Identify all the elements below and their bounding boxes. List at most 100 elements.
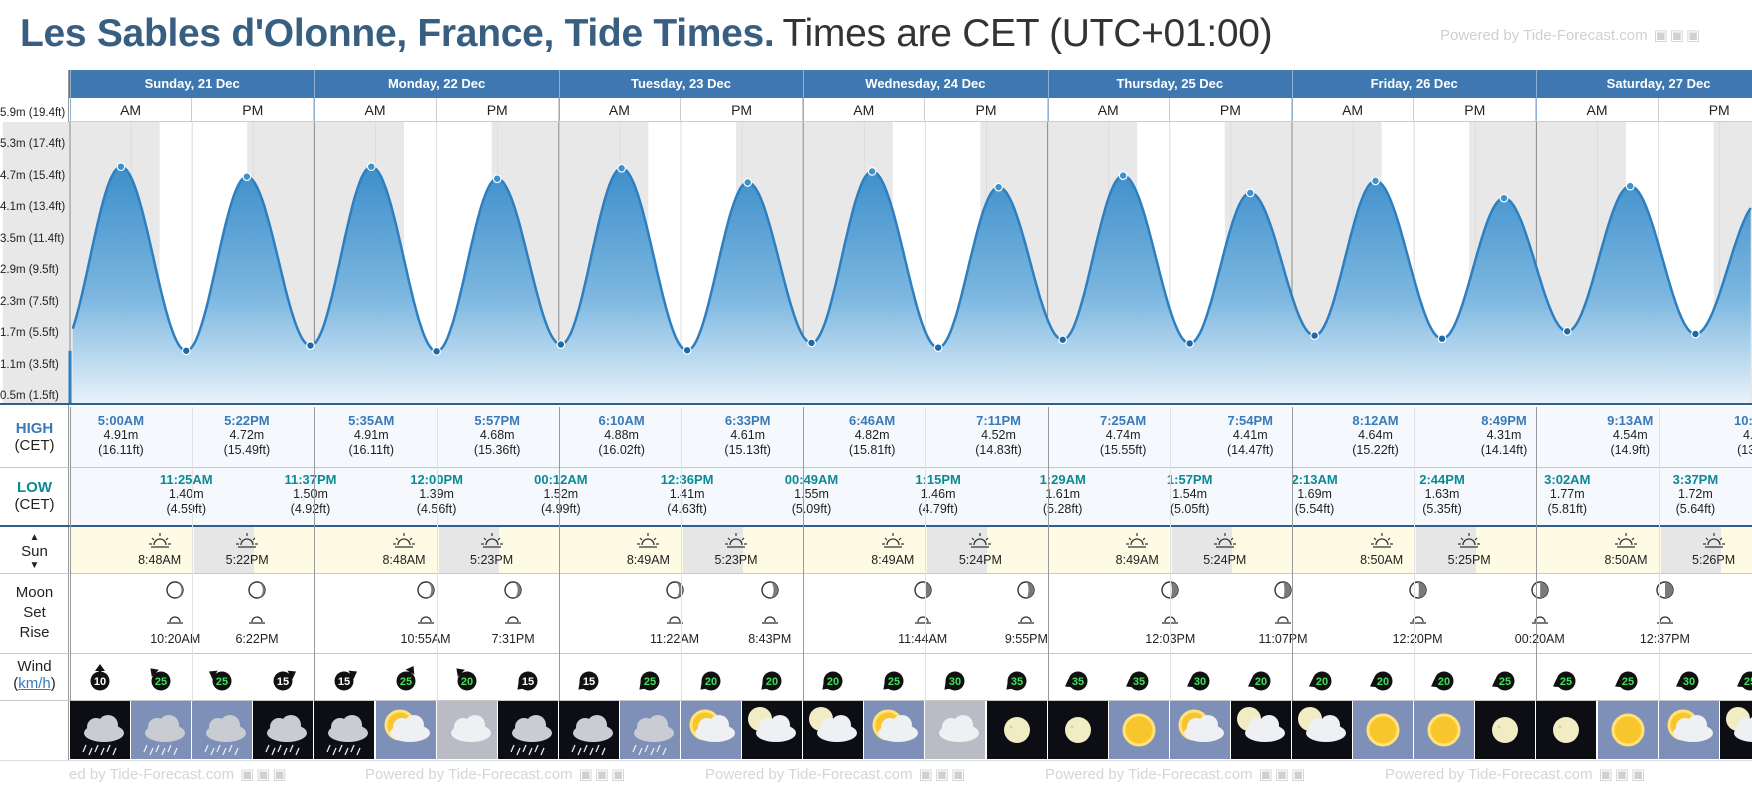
high-tide-point [1118, 171, 1128, 181]
powered-by-bottom[interactable]: Powered by Tide-Forecast.com ▣▣▣ [365, 765, 627, 783]
tide-time: 1:57PM [1166, 472, 1213, 487]
tide-height-ft: (4.79ft) [918, 502, 958, 516]
y-tick-label: 5.3m (17.4ft) [0, 138, 66, 151]
wind-indicator: 30 [1674, 664, 1704, 694]
powered-by-text: Powered by Tide-Forecast.com [705, 766, 913, 783]
column-divider [558, 407, 560, 701]
sunset-time: 5:23PM [714, 553, 758, 567]
moonset-time: 11:07PM [1258, 632, 1308, 646]
tide-height-m: 4.68m [479, 428, 515, 442]
tide-height-ft: (15.36ft) [473, 443, 521, 457]
moonset-time: 7:31PM [491, 632, 535, 646]
day-separator [70, 70, 71, 122]
y-tick-label: 4.7m (15.4ft) [0, 169, 66, 182]
day-label: Monday, 22 Dec [387, 76, 486, 91]
high-tide-cell: 5:57PM 4.68m (15.36ft) [461, 413, 533, 458]
svg-text:30: 30 [1682, 676, 1694, 688]
wind-indicator: 25 [146, 664, 176, 694]
moon-row-label: Moon Set Rise [0, 583, 69, 643]
powered-by-bottom[interactable]: ed by Tide-Forecast.com ▣▣▣ [69, 765, 289, 783]
moonset-icon [761, 612, 779, 624]
tide-height-m: 4.61m [730, 428, 766, 442]
powered-by-bottom[interactable]: Powered by Tide-Forecast.com ▣▣▣ [1045, 765, 1307, 783]
low-tide-cell: 1:15PM 1.46m (4.79ft) [902, 472, 974, 517]
tide-time: 3:37PM [1672, 472, 1719, 487]
weather-overcast-icon [925, 701, 986, 759]
sunrise-time: 8:49AM [626, 553, 670, 567]
weather-moon-icon [1475, 701, 1536, 759]
moonset-icon [504, 612, 522, 624]
column-divider [192, 407, 194, 701]
weather-cloud-rain-icon [131, 701, 192, 759]
svg-text:15: 15 [277, 676, 289, 688]
wind-indicator: 25 [635, 664, 665, 694]
weather-overcast-icon [436, 701, 498, 759]
row-divider [0, 467, 1752, 468]
tide-time: 00:49AM [784, 472, 839, 487]
high-tide-cell: 9:13AM 4.54m (14.9ft) [1594, 413, 1666, 458]
sun-row-label[interactable]: ▲ Sun ▼ [0, 531, 69, 573]
low-tide-cell: 12:36PM 1.41m (4.63ft) [651, 472, 723, 517]
kmh-unit-link[interactable]: km/h [18, 675, 51, 692]
tide-height-m: 1.46m [920, 487, 956, 501]
weather-moon-cloud-icon [1292, 701, 1353, 759]
sunrise-time: 8:49AM [1115, 553, 1159, 567]
powered-by-bottom[interactable]: Powered by Tide-Forecast.com ▣▣▣ [1385, 765, 1647, 783]
wind-indicator: 25 [1551, 664, 1581, 694]
share-icons: ▣▣▣ [578, 766, 628, 783]
wind-label: Wind [17, 658, 52, 675]
tide-height-ft: (5.35ft) [1422, 502, 1462, 516]
sort-down-icon: ▼ [29, 560, 40, 571]
powered-by-text: Powered by Tide-Forecast.com [1045, 766, 1253, 783]
svg-text:35: 35 [1071, 676, 1083, 688]
tide-line [71, 165, 1752, 353]
tide-time: 2:44PM [1419, 472, 1465, 487]
low-tide-cell: 1:57PM 1.54m (5.05ft) [1154, 472, 1226, 517]
tide-height-m: 1.69m [1297, 487, 1332, 501]
svg-text:25: 25 [1499, 676, 1511, 688]
chart-plot [0, 122, 1752, 405]
tide-height-m: 1.72m [1678, 487, 1713, 501]
tide-height-ft: (5.28ft) [1042, 502, 1083, 516]
high-tz-label: (CET) [14, 437, 55, 454]
column-divider [70, 407, 71, 701]
tide-height-ft: (4.59ft) [166, 502, 207, 516]
tide-height-m: 4.91m [353, 428, 389, 442]
tide-time: 12:36PM [660, 472, 714, 487]
moon-phase-icon [1530, 580, 1550, 600]
weather-moon-cloud-icon [803, 701, 864, 759]
svg-text:35: 35 [1133, 676, 1145, 688]
low-tide-point [682, 345, 692, 355]
sunrise-time: 8:48AM [138, 553, 182, 567]
low-tide-point [1691, 329, 1700, 339]
day-separator [314, 70, 316, 122]
tide-height-ft: (5.54ft) [1294, 502, 1335, 516]
tide-time: 5:35AM [348, 413, 395, 428]
high-tide-point [1499, 193, 1509, 203]
powered-by-top[interactable]: Powered by Tide-Forecast.com ▣▣▣ [1440, 26, 1702, 44]
wind-indicator: 20 [1429, 664, 1459, 694]
column-divider [1658, 407, 1660, 701]
wind-indicator: 20 [696, 664, 726, 694]
high-row-label: HIGH (CET) [0, 420, 69, 454]
sunset-time: 5:26PM [1692, 553, 1736, 567]
high-tide-point [743, 178, 753, 187]
powered-by-bottom[interactable]: Powered by Tide-Forecast.com ▣▣▣ [705, 765, 967, 783]
weather-cloud-rain-icon [619, 701, 681, 759]
high-tide-point [867, 167, 877, 176]
pm-label: PM [1169, 98, 1292, 122]
moonset-time: 8:43PM [748, 632, 792, 646]
moon-phase-icon [1655, 580, 1675, 600]
y-tick-label: 5.9m (19.4ft) [0, 106, 66, 119]
high-tide-point [242, 172, 252, 182]
svg-text:10: 10 [94, 676, 106, 688]
share-icons: ▣▣▣ [1258, 766, 1308, 783]
tide-height-m: 4.72m [229, 428, 265, 442]
moonset-icon [248, 612, 266, 624]
pm-label: PM [192, 98, 315, 122]
bottom-bar [0, 760, 1752, 787]
low-tide-cell: 2:44PM 1.63m (5.35ft) [1406, 472, 1478, 517]
weather-sun-cloud-icon [1658, 701, 1720, 759]
share-icons: ▣▣▣ [240, 766, 289, 783]
svg-text:20: 20 [460, 676, 472, 688]
